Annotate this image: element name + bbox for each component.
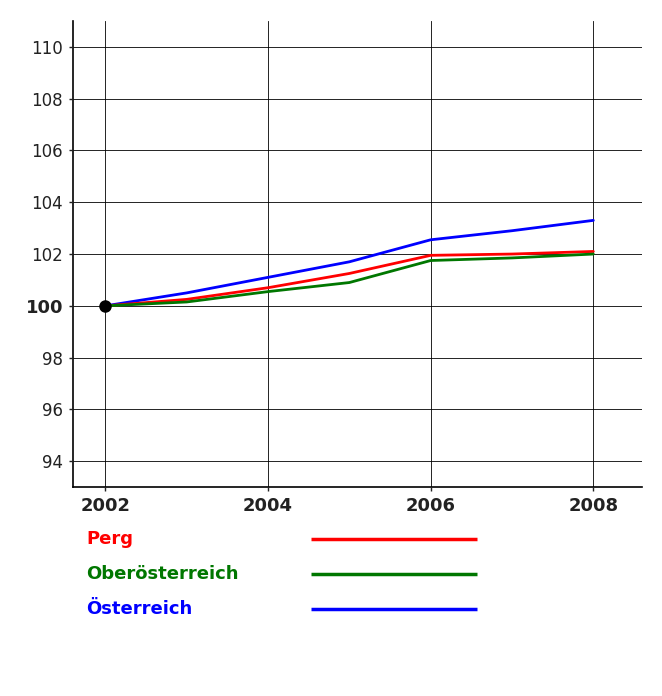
Text: Perg: Perg bbox=[86, 530, 133, 548]
Text: Österreich: Österreich bbox=[86, 600, 192, 618]
Text: Oberösterreich: Oberösterreich bbox=[86, 565, 238, 583]
